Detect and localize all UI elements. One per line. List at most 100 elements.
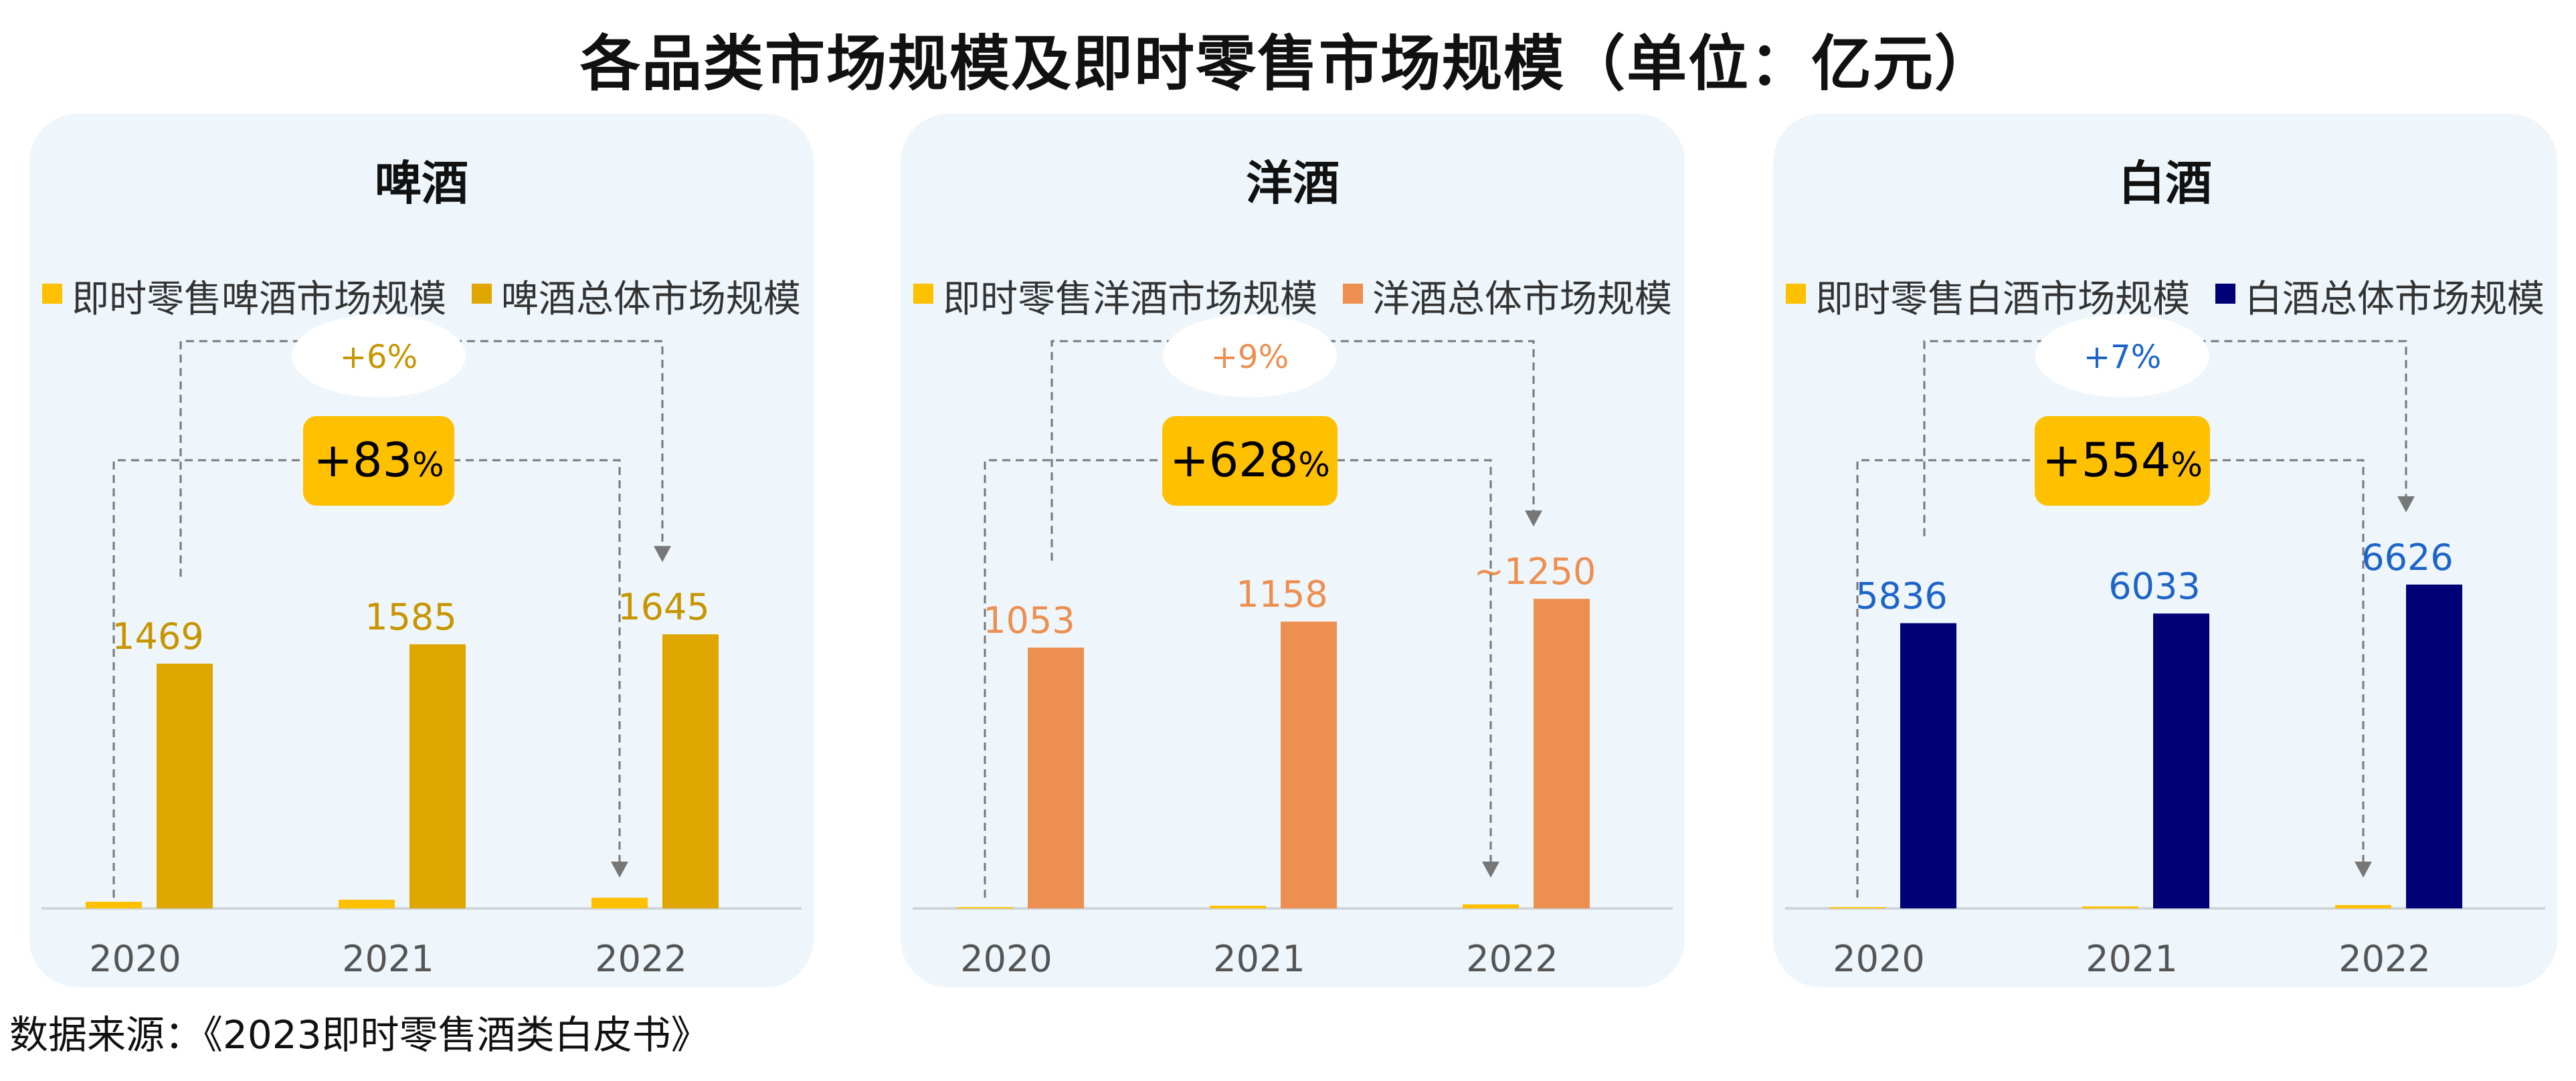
chart-title: 各品类市场规模及即时零售市场规模（单位：亿元） [580,29,1996,99]
baijiu-legend: 即时零售白酒市场规模 白酒总体市场规模 [1773,269,2557,323]
instant-growth-arrowhead [1482,862,1499,878]
data-label-2020: 1053 [983,599,1075,642]
x-tick-label-2021: 2021 [2086,938,2177,980]
bar-total-market-2022 [1534,599,1590,908]
data-label-2022: 1645 [618,586,709,628]
legend-swatch-total-market [471,283,492,304]
x-tick-label-2022: 2022 [595,938,686,980]
baijiu-chart-title: 白酒 [2118,156,2212,211]
legend-label-instant-retail: 即时零售啤酒市场规模 [72,278,447,321]
bar-instant-retail-2021 [2082,906,2138,908]
total-growth-arrowhead [2397,496,2415,512]
instant-growth-value: 628 [1209,433,1299,488]
bar-total-market-2020 [1028,648,1084,908]
bar-instant-retail-2022 [591,898,648,908]
data-label-2021: 1585 [365,596,456,638]
x-tick-label-2020: 2020 [1833,938,1924,980]
baijiu-chart-panel: 白酒 即时零售白酒市场规模 白酒总体市场规模 5836 2020 6033 2021 6… [1773,114,2557,987]
instant-growth-badge [1162,416,1338,506]
legend-label-total-market: 啤酒总体市场规模 [500,278,801,321]
legend-label-instant-retail: 即时零售白酒市场规模 [1815,278,2191,321]
x-tick-label-2020: 2020 [960,938,1052,980]
x-tick-label-2021: 2021 [1213,938,1305,980]
legend-item-total-market: 洋酒总体市场规模 [1342,269,1672,323]
liquor-legend: 即时零售洋酒市场规模 洋酒总体市场规模 [901,269,1685,323]
data-label-2020: 5836 [1855,575,1947,617]
bar-total-market-2020 [157,664,213,908]
data-label-2021: 6033 [2108,565,2200,607]
instant-growth-value: 554 [2082,433,2171,488]
data-label-2022: 6626 [2361,536,2453,579]
legend-label-total-market: 白酒总体市场规模 [2244,278,2545,321]
bar-instant-retail-2021 [339,900,395,908]
total-growth-bubble [292,314,466,397]
legend-label-instant-retail: 即时零售洋酒市场规模 [943,278,1318,321]
instant-growth-label: +554% [2042,433,2203,488]
instant-growth-badge [2035,416,2210,506]
x-tick-label-2021: 2021 [342,938,434,980]
data-label-2021: 1158 [1236,573,1327,615]
total-growth-sign: + [2084,338,2110,376]
total-growth-value: 9 [1238,338,1259,376]
instant-growth-percent: % [2171,446,2203,484]
bar-instant-retail-2022 [2335,905,2391,908]
bar-total-market-2020 [1900,623,1956,908]
total-growth-percent: % [387,338,418,376]
legend-swatch-total-market [2215,283,2235,304]
data-label-2022: ~1250 [1474,551,1596,593]
instant-growth-sign: + [1170,433,1209,488]
total-growth-label: +9% [1211,338,1289,376]
bar-total-market-2021 [1281,621,1337,908]
instant-growth-badge [303,416,454,506]
legend-item-instant-retail: 即时零售白酒市场规模 [1786,269,2190,323]
total-growth-bubble [1163,314,1337,397]
bar-instant-retail-2020 [957,907,1013,908]
total-growth-arrowhead [654,546,671,563]
instant-growth-arrowhead [611,862,628,878]
total-growth-sign: + [1211,338,1238,376]
legend-swatch-instant-retail [42,283,63,304]
total-growth-arrowhead [1525,510,1542,527]
data-source-note: 数据来源：《2023即时零售酒类白皮书》 [9,1012,710,1058]
data-label-2020: 1469 [112,615,203,658]
total-growth-percent: % [1259,338,1289,376]
beer-chart-title: 啤酒 [375,156,468,211]
total-growth-label: +7% [2084,338,2161,376]
legend-item-total-market: 白酒总体市场规模 [2215,269,2545,323]
legend-item-instant-retail: 即时零售啤酒市场规模 [42,269,446,323]
instant-growth-value: 83 [353,433,412,488]
instant-growth-sign: + [313,433,353,488]
instant-growth-sign: + [2042,433,2082,488]
instant-growth-percent: % [1298,446,1330,484]
liquor-chart-title: 洋酒 [1246,156,1340,211]
beer-chart-panel: 啤酒 即时零售啤酒市场规模 啤酒总体市场规模 1469 2020 1585 2021 1… [29,114,814,987]
total-growth-connector [179,340,664,577]
x-tick-label-2022: 2022 [1466,938,1558,980]
total-growth-value: 7 [2110,338,2131,376]
x-tick-label-2022: 2022 [2338,938,2430,980]
instant-growth-label: +83% [313,433,444,488]
bar-instant-retail-2021 [1210,906,1266,908]
bar-instant-retail-2020 [86,902,142,908]
legend-item-instant-retail: 即时零售洋酒市场规模 [913,269,1317,323]
bar-instant-retail-2022 [1463,904,1519,908]
total-growth-value: 6 [367,338,387,376]
bar-total-market-2022 [2406,584,2462,908]
total-growth-sign: + [340,338,367,376]
x-tick-label-2020: 2020 [89,938,181,980]
bar-instant-retail-2020 [1829,907,1885,908]
liquor-chart-panel: 洋酒 即时零售洋酒市场规模 洋酒总体市场规模 1053 2020 1158 2021 ~… [901,114,1685,987]
legend-item-total-market: 啤酒总体市场规模 [471,269,801,323]
instant-growth-label: +628% [1170,433,1330,488]
bar-total-market-2021 [2153,613,2209,908]
instant-growth-percent: % [412,446,444,484]
legend-swatch-instant-retail [913,283,934,304]
instant-growth-arrowhead [2355,862,2372,878]
total-growth-percent: % [2131,338,2162,376]
legend-label-total-market: 洋酒总体市场规模 [1372,278,1672,321]
bar-total-market-2022 [662,634,719,908]
legend-swatch-total-market [1342,283,1363,304]
